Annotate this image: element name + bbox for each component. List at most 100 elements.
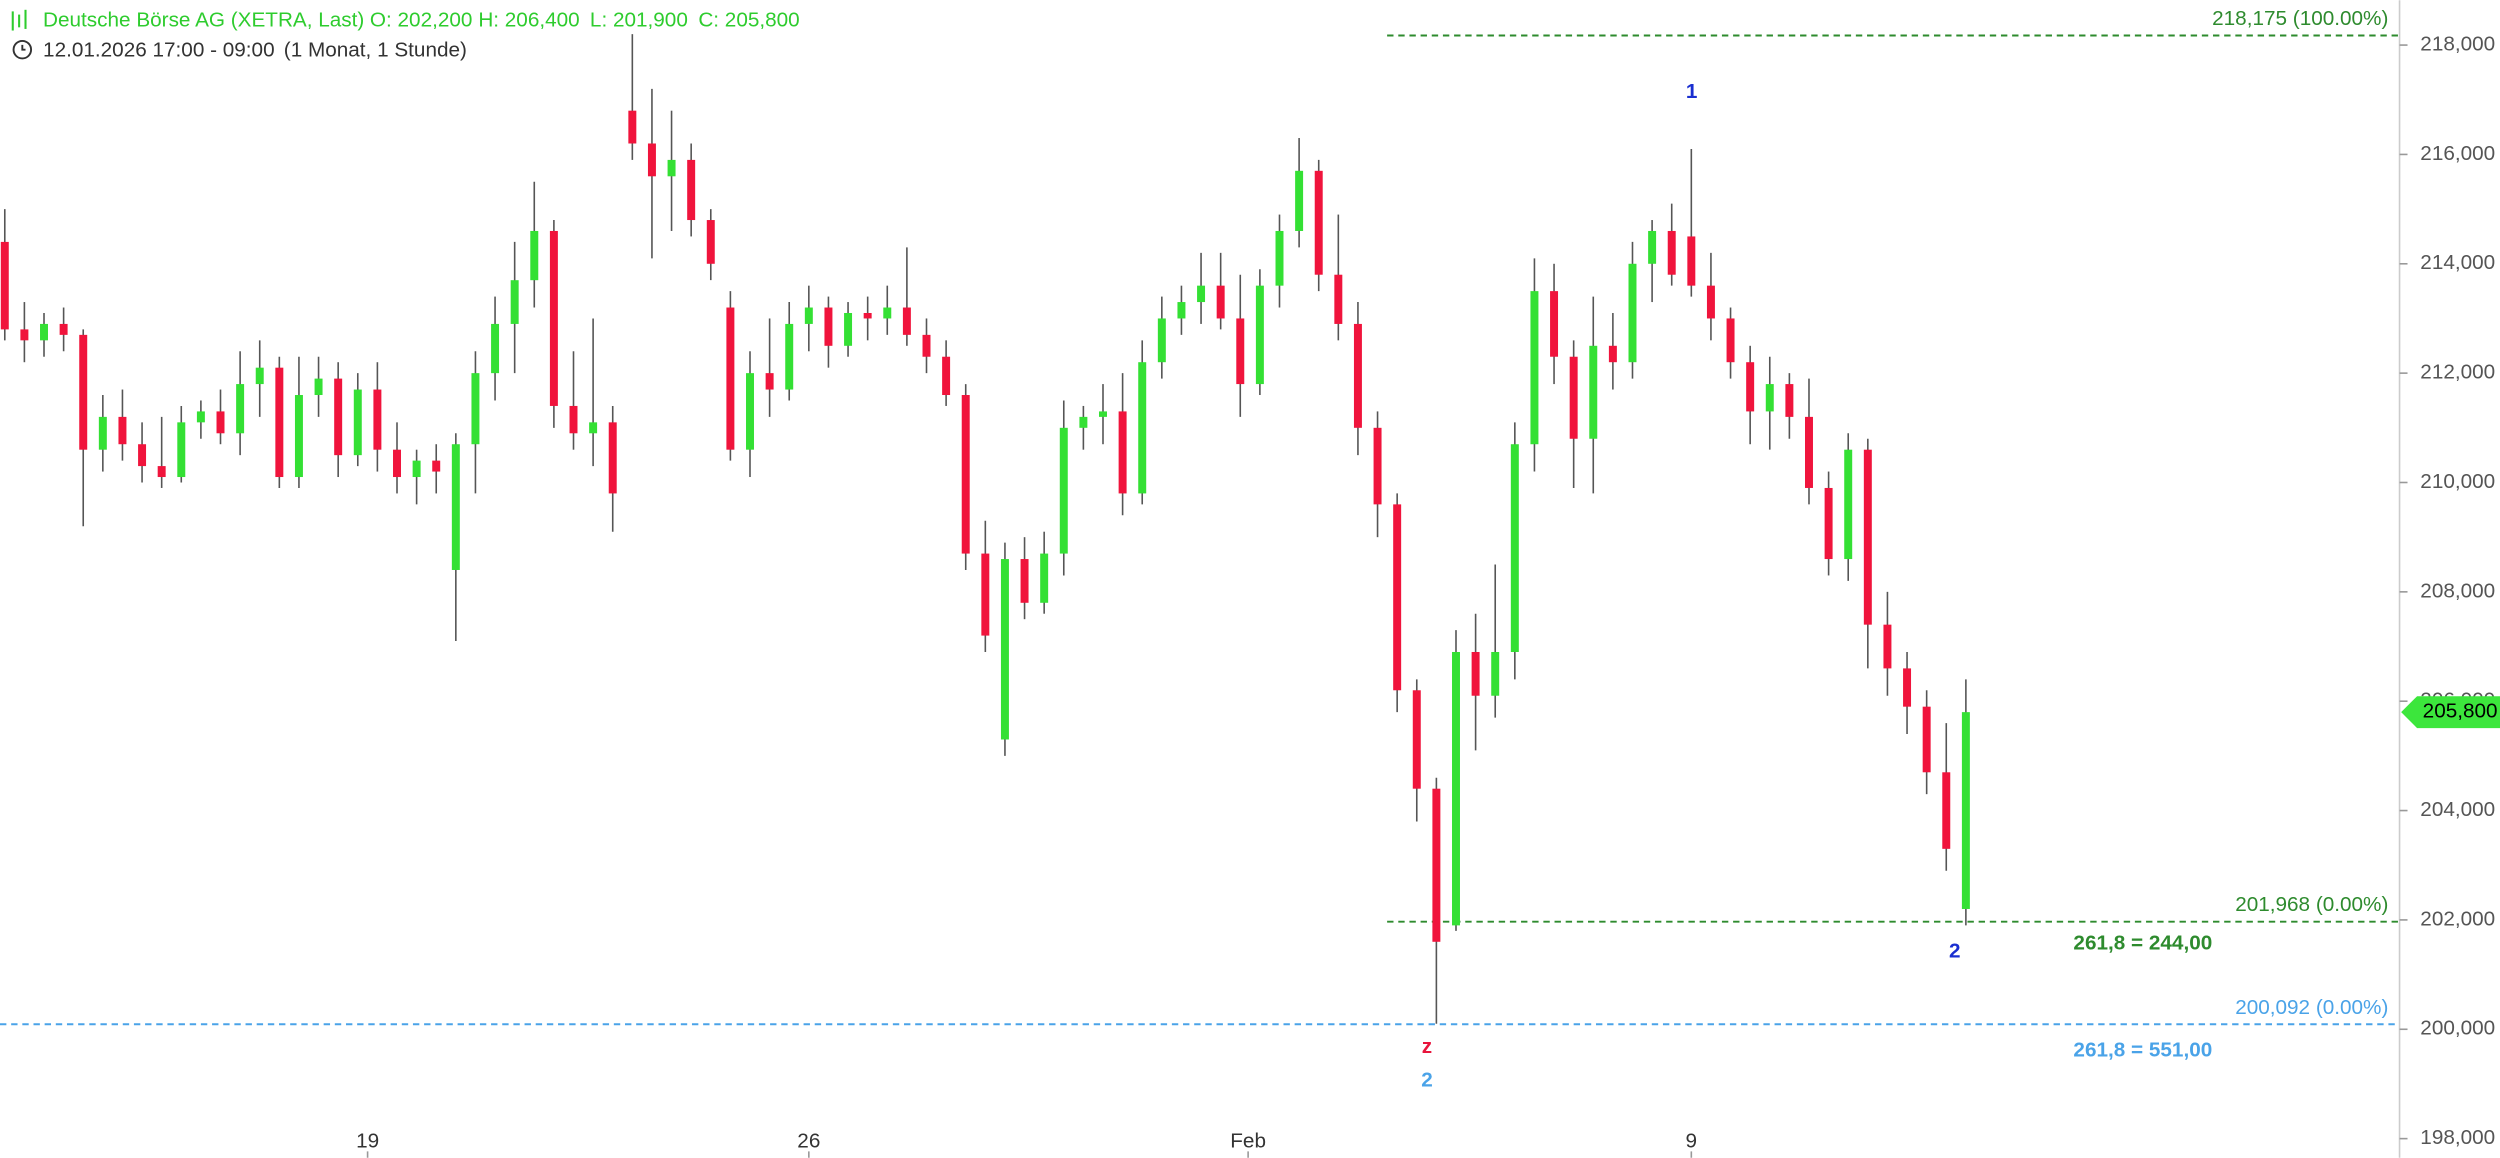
header-interval: (1 Monat, 1 Stunde) — [284, 39, 467, 62]
y-tick-label: 210,000 — [2420, 470, 2495, 493]
candle-body — [1805, 416, 1813, 488]
candle-body — [1550, 291, 1559, 357]
y-tick-label: 198,000 — [2420, 1126, 2495, 1149]
candle-body — [1942, 772, 1951, 849]
candle-body — [589, 422, 598, 434]
candle-body — [118, 416, 127, 445]
candle-body — [491, 323, 500, 374]
fib-level-label: 201,968 (0.00%) — [2235, 893, 2388, 916]
candle-body — [765, 373, 774, 390]
candle-body — [1471, 651, 1480, 696]
y-tick-label: 216,000 — [2420, 142, 2495, 165]
candle-body — [1628, 263, 1637, 363]
y-tick-label: 202,000 — [2420, 907, 2495, 930]
clock-icon — [12, 39, 33, 60]
candle-body — [451, 444, 460, 570]
header-open: O: 202,200 — [370, 8, 473, 31]
y-tick-label: 204,000 — [2420, 798, 2495, 821]
candle-body — [1648, 230, 1657, 264]
candle-body — [530, 230, 539, 281]
candle-body — [1844, 449, 1853, 560]
candle-body — [549, 230, 558, 406]
candle-body — [255, 367, 264, 385]
candle-body — [1412, 690, 1421, 789]
x-tick-label: Feb — [1230, 1129, 1266, 1152]
y-tick-label: 208,000 — [2420, 579, 2495, 602]
clock-hands — [21, 44, 26, 51]
header-low: L: 201,900 — [590, 8, 688, 31]
candle-body — [432, 460, 441, 472]
x-tick-label: 26 — [797, 1129, 820, 1152]
candle-body — [196, 411, 205, 423]
candle-body — [628, 110, 637, 144]
candle-body — [236, 384, 245, 434]
candle-body — [746, 373, 754, 450]
y-tick-label: 212,000 — [2420, 361, 2495, 384]
header-title: Deutsche Börse AG (XETRA, Last) — [43, 8, 364, 31]
candle-body — [706, 220, 715, 264]
annotation: 261,8 = 244,00 — [2073, 932, 2212, 955]
candle-body — [1746, 362, 1755, 412]
candle-body — [1393, 504, 1402, 691]
candle-body — [1589, 345, 1598, 439]
candle-body — [1432, 788, 1441, 942]
candle-body — [412, 460, 421, 478]
candle-body — [1824, 487, 1833, 560]
candle-body — [1491, 651, 1500, 696]
candle-body — [667, 159, 676, 177]
y-tick-label: 214,000 — [2420, 251, 2495, 274]
candle-body — [824, 307, 833, 346]
candle-body — [942, 356, 951, 396]
candle-body — [40, 323, 48, 341]
candle-body — [20, 329, 29, 341]
candle-body — [1765, 384, 1774, 412]
candle-body — [1334, 274, 1343, 324]
header-period: 12.01.2026 17:00 - 09:00 — [43, 39, 275, 62]
header-high: H: 206,400 — [478, 8, 579, 31]
x-tick-label: 19 — [356, 1129, 379, 1152]
candle-body — [647, 143, 656, 177]
candle-body — [59, 323, 68, 335]
candle-body — [961, 395, 970, 554]
x-tick-label: 9 — [1686, 1129, 1698, 1152]
candle-body — [79, 334, 88, 450]
candle-body — [785, 323, 794, 390]
candle-body — [608, 422, 617, 494]
candle-body — [510, 280, 519, 324]
candle-body — [1236, 318, 1245, 385]
candle-body — [1000, 559, 1009, 740]
candle-body — [471, 373, 480, 445]
candle-body — [216, 411, 225, 434]
candle-body — [981, 553, 990, 636]
candle-body — [275, 367, 284, 478]
fib-level-label: 218,175 (100.00%) — [2212, 7, 2388, 30]
candle-body — [1510, 444, 1519, 652]
candle-body — [1530, 291, 1539, 445]
candle-body — [1138, 362, 1147, 494]
candle-body — [1706, 285, 1715, 319]
candle-body — [98, 416, 107, 450]
candle-body — [687, 159, 696, 221]
last-price-label: 205,800 — [2423, 700, 2498, 723]
candle-body — [1099, 411, 1107, 417]
candle-body — [0, 241, 9, 330]
candle-body — [1883, 624, 1892, 669]
candle-body — [1295, 170, 1304, 231]
candle-body — [294, 395, 303, 478]
candle-body — [1903, 668, 1912, 707]
y-tick-label: 200,000 — [2420, 1017, 2495, 1040]
candle-body — [1177, 302, 1186, 319]
candle-body — [1216, 285, 1225, 319]
candle-body — [1863, 449, 1872, 625]
candle-body — [1726, 318, 1735, 363]
candle-body — [1079, 416, 1088, 428]
candle-body — [334, 378, 343, 456]
candle-body — [393, 449, 401, 478]
candle-body — [1373, 427, 1382, 505]
annotation: 261,8 = 551,00 — [2073, 1038, 2212, 1061]
candle-body — [1314, 170, 1323, 275]
candle-body — [1452, 651, 1460, 926]
annotation: 2 — [1421, 1069, 1433, 1092]
last-price-tag — [2401, 696, 2500, 729]
